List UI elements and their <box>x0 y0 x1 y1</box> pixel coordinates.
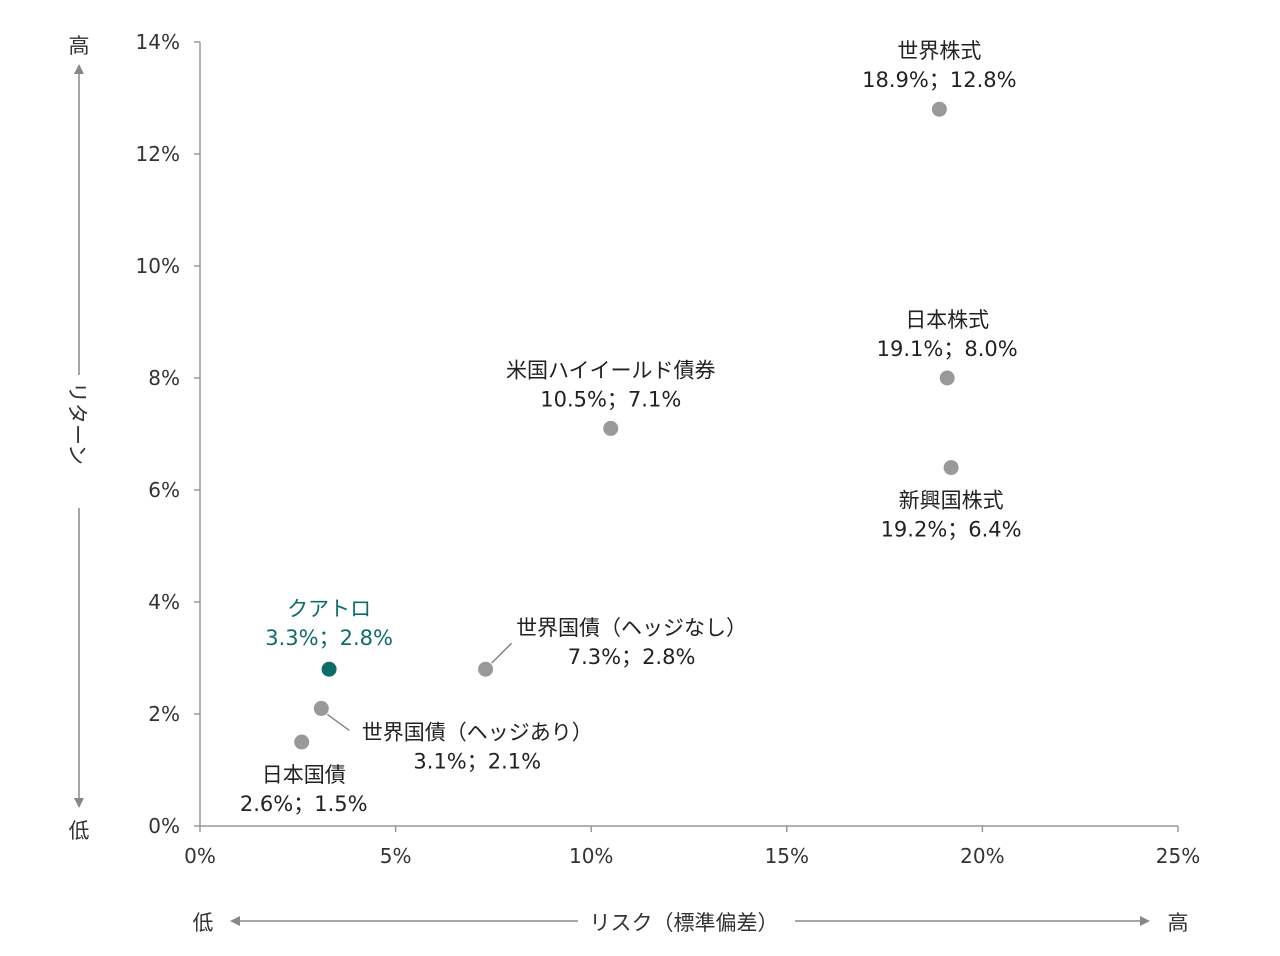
point-name-label: 世界株式 <box>897 39 981 63</box>
point-value-label: 3.3%；2.8% <box>265 626 393 650</box>
y-ticks: 0% 2% 4% 6% 8% 10% 12% 14% <box>136 30 200 838</box>
data-points <box>294 101 959 750</box>
point-name-label: 世界国債（ヘッジあり） <box>362 720 593 744</box>
y-tick-label: 14% <box>136 30 180 54</box>
data-point <box>939 370 955 386</box>
point-name-label: クアトロ <box>287 597 371 621</box>
point-value-label: 19.1%；8.0% <box>877 337 1018 361</box>
leader-line <box>326 713 350 731</box>
y-tick-label: 10% <box>136 254 180 278</box>
point-value-label: 3.1%；2.1% <box>413 749 541 773</box>
x-tick-label: 25% <box>1156 844 1200 868</box>
x-tick-label: 5% <box>380 844 412 868</box>
point-labels: 世界株式 18.9%；12.8% 日本株式 19.1%；8.0% 新興国株式 19.2%；… <box>240 39 1022 816</box>
y-tick-label: 6% <box>148 478 180 502</box>
data-point <box>603 420 619 436</box>
x-tick-label: 10% <box>569 844 613 868</box>
point-name-label: 世界国債（ヘッジなし） <box>516 616 747 640</box>
point-value-label: 19.2%；6.4% <box>881 518 1022 542</box>
point-name-label: 新興国株式 <box>899 489 1004 513</box>
x-tick-label: 20% <box>960 844 1004 868</box>
x-low-label: 低 <box>193 911 214 935</box>
data-point <box>943 460 959 476</box>
x-axis-title: リスク（標準偏差） <box>590 911 779 935</box>
point-value-label: 10.5%；7.1% <box>540 387 681 411</box>
data-point <box>321 661 337 677</box>
y-tick-label: 0% <box>148 814 180 838</box>
y-axis-title: リターン <box>65 382 89 465</box>
x-high-label: 高 <box>1168 911 1189 935</box>
x-tick-label: 15% <box>765 844 809 868</box>
point-value-label: 7.3%；2.8% <box>568 645 696 669</box>
y-tick-label: 4% <box>148 590 180 614</box>
point-value-label: 2.6%；1.5% <box>240 792 368 816</box>
y-tick-label: 2% <box>148 702 180 726</box>
x-tick-label: 0% <box>184 844 216 868</box>
data-point <box>478 661 494 677</box>
leader-line <box>491 642 513 664</box>
data-point <box>313 700 329 716</box>
point-name-label: 日本国債 <box>262 763 346 787</box>
leader-lines <box>326 642 513 731</box>
point-name-label: 米国ハイイールド債券 <box>506 358 716 382</box>
y-tick-label: 12% <box>136 142 180 166</box>
point-name-label: 日本株式 <box>905 308 989 332</box>
data-point <box>931 101 947 117</box>
y-high-label: 高 <box>69 34 90 58</box>
y-tick-label: 8% <box>148 366 180 390</box>
y-low-label: 低 <box>69 819 90 843</box>
point-value-label: 18.9%；12.8% <box>862 68 1016 92</box>
data-point <box>294 734 310 750</box>
x-ticks: 0% 5% 10% 15% 20% 25% <box>184 826 1200 868</box>
